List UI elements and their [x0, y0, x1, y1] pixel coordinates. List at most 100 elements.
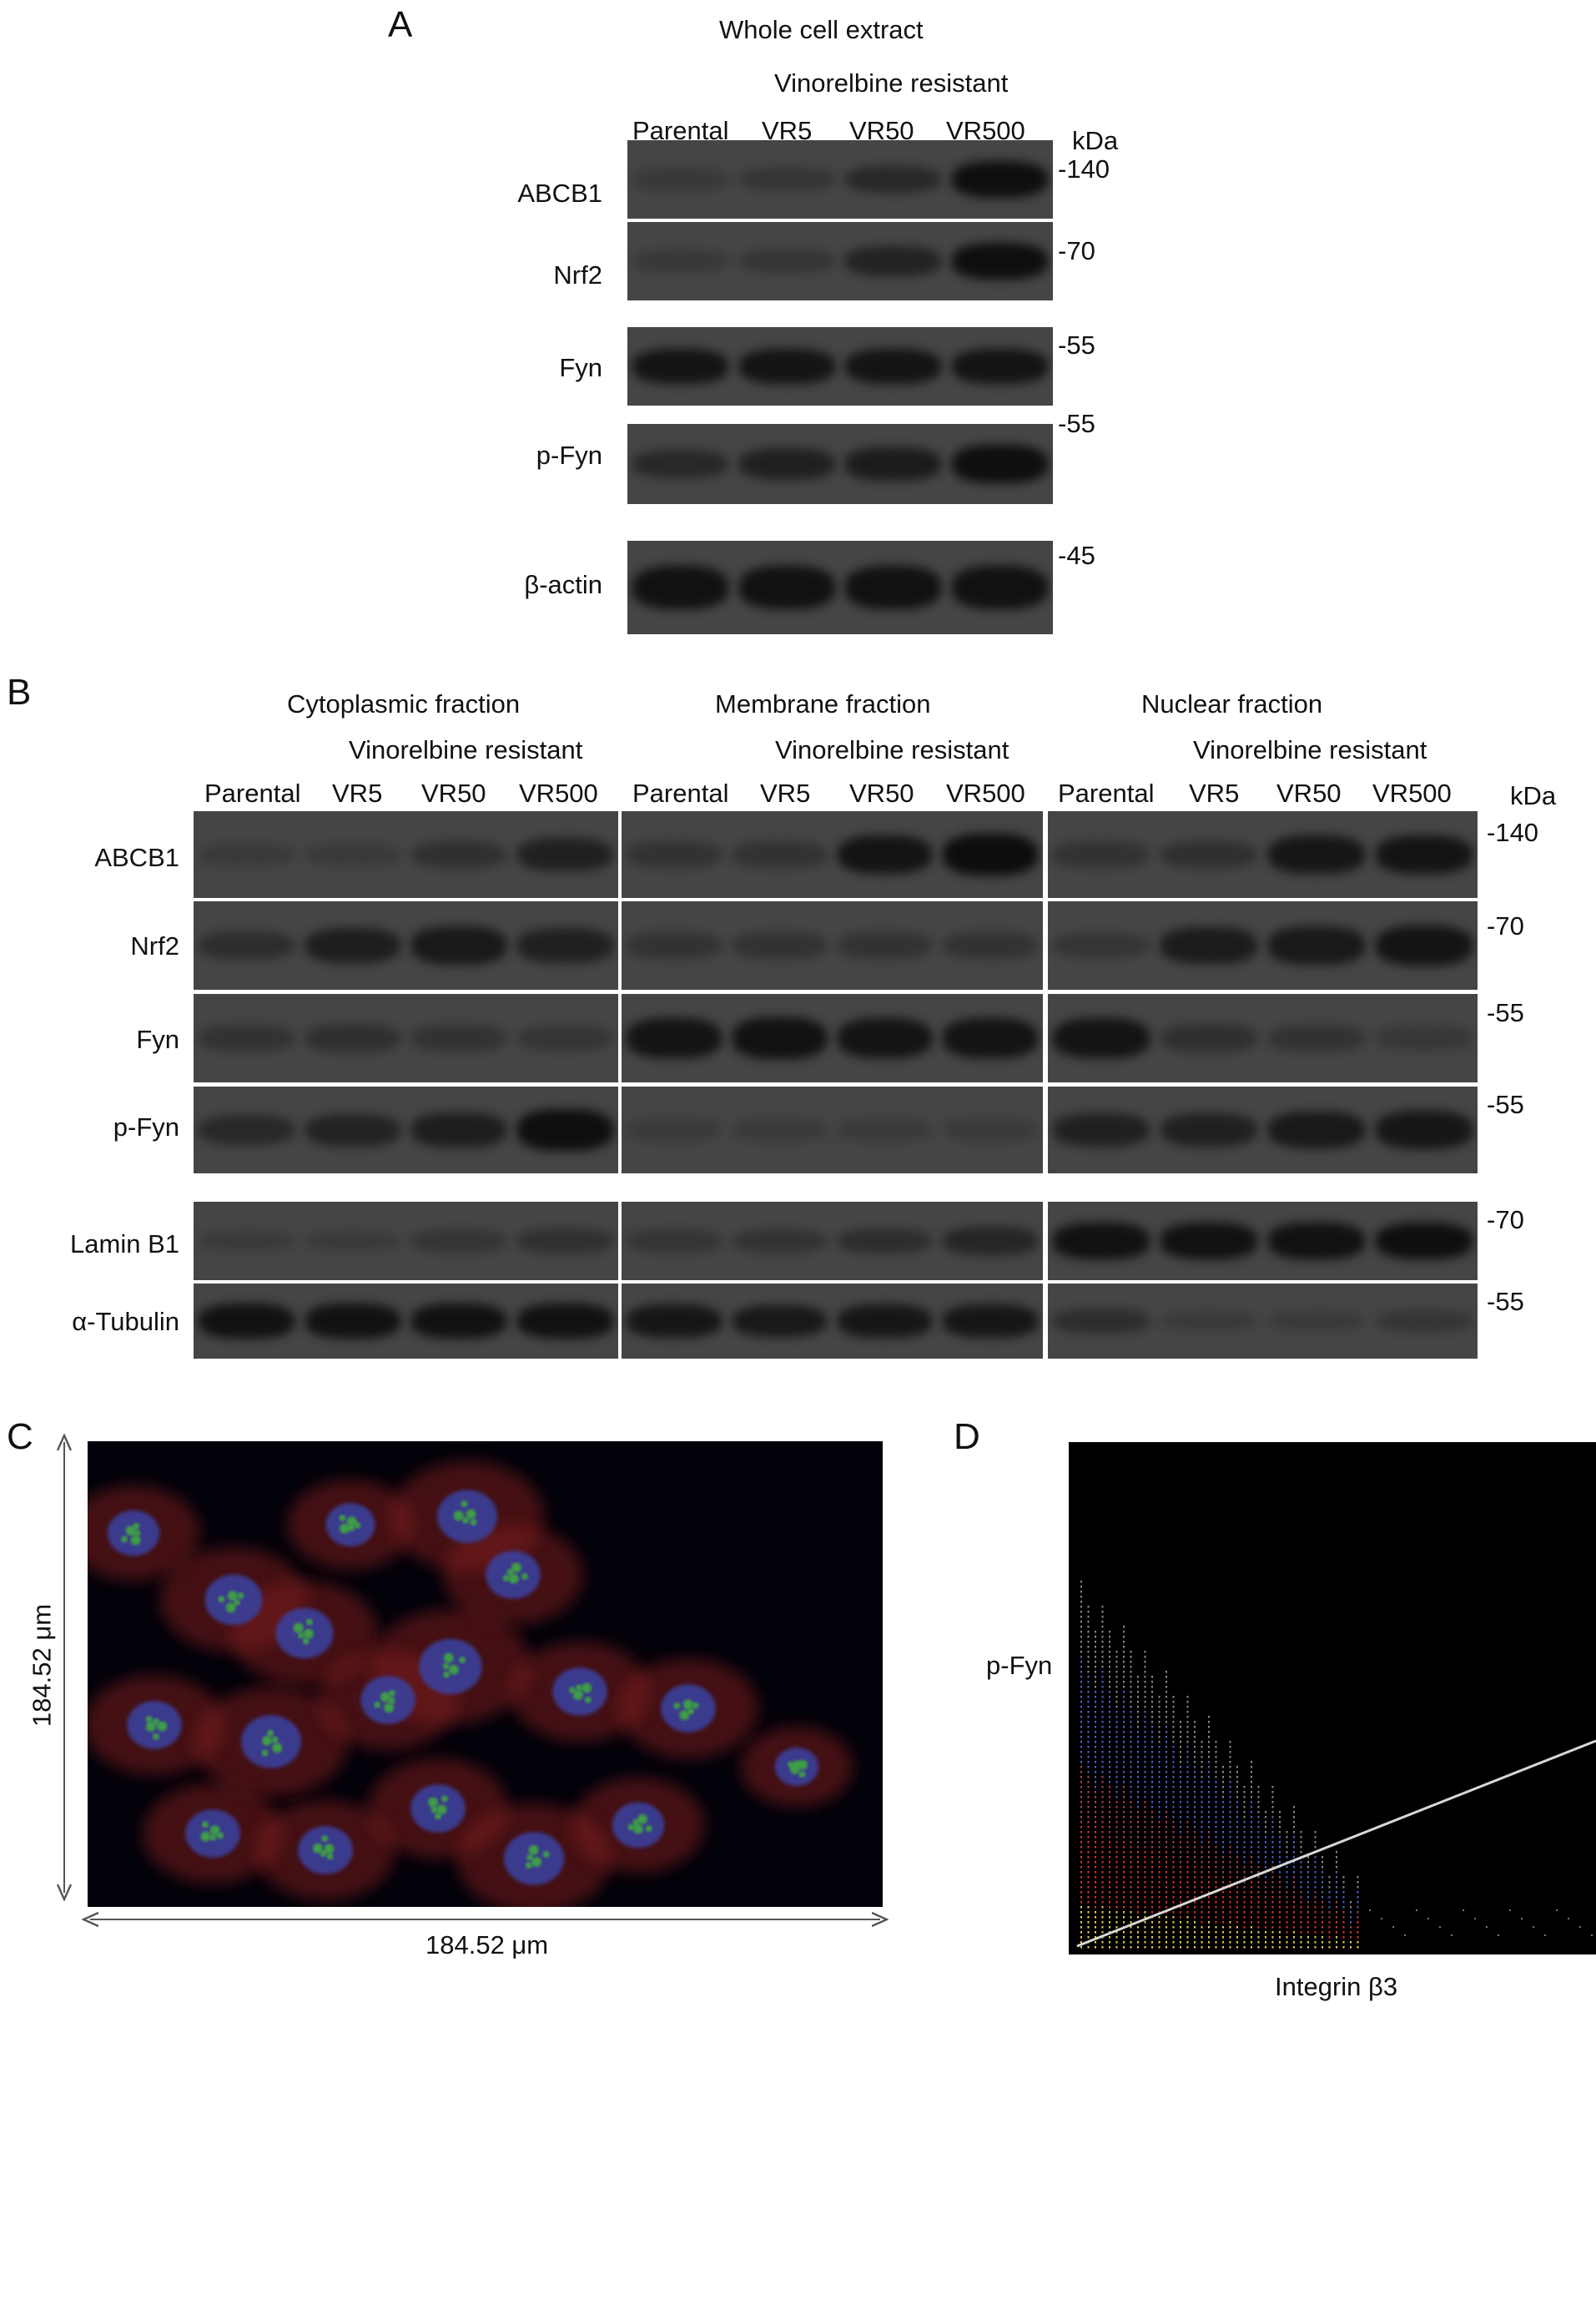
- scatter-point: [1186, 1711, 1189, 1713]
- scatter-point: [1109, 1781, 1110, 1783]
- scatter-point: [1109, 1946, 1110, 1949]
- panel-b-group-label: Vinorelbine resistant: [775, 735, 1009, 764]
- scatter-point: [1180, 1801, 1181, 1803]
- scatter-point: [1144, 1896, 1146, 1899]
- green-punctum: [461, 1500, 468, 1507]
- scatter-point: [1215, 1776, 1217, 1778]
- blot-band: [1160, 1112, 1258, 1147]
- scatter-point: [1172, 1751, 1175, 1753]
- scatter-point: [1314, 1846, 1317, 1849]
- scatter-point: [1186, 1881, 1189, 1884]
- blot-band: [199, 843, 295, 866]
- panel-b-strip-3-1: [194, 994, 618, 1082]
- scatter-point: [1186, 1741, 1189, 1743]
- scatter-point: [1236, 1911, 1238, 1914]
- scatter-point: [1101, 1781, 1104, 1783]
- scatter-point: [1172, 1841, 1175, 1843]
- scatter-point: [1087, 1701, 1090, 1703]
- scatter-point: [1229, 1786, 1231, 1788]
- scatter-point: [1087, 1626, 1090, 1628]
- scatter-point: [1166, 1921, 1167, 1924]
- scatter-point: [1251, 1901, 1252, 1904]
- scatter-point: [1115, 1896, 1118, 1899]
- scatter-point: [1257, 1901, 1260, 1904]
- panel-b-lane-label: VR500: [946, 779, 1025, 808]
- scatter-point: [1180, 1736, 1181, 1738]
- scatter-point: [1293, 1911, 1295, 1914]
- scatter-point: [1137, 1916, 1139, 1919]
- scatter-point: [1087, 1696, 1090, 1698]
- scatter-point: [1322, 1921, 1323, 1924]
- scatter-point: [1314, 1946, 1317, 1949]
- scatter-point: [1101, 1881, 1104, 1884]
- scatter-point: [1166, 1671, 1167, 1673]
- scatter-point: [1151, 1841, 1153, 1843]
- scatter-point: [1243, 1826, 1246, 1828]
- scatter-point: [1087, 1726, 1090, 1728]
- blot-band: [837, 1228, 933, 1254]
- scatter-point: [1101, 1756, 1104, 1758]
- scatter-point: [1166, 1806, 1167, 1808]
- scatter-point: [1243, 1786, 1246, 1788]
- scatter-point: [1322, 1856, 1323, 1859]
- blot-band: [1053, 1223, 1150, 1259]
- scatter-point: [1236, 1871, 1238, 1874]
- green-punctum: [321, 1835, 329, 1843]
- green-punctum: [209, 1825, 220, 1836]
- scatter-point: [1151, 1761, 1153, 1763]
- scatter-point: [1201, 1766, 1203, 1768]
- scatter-point: [1544, 1934, 1546, 1936]
- scatter-point: [1286, 1896, 1288, 1899]
- scatter-point: [1109, 1721, 1110, 1723]
- scatter-point: [1151, 1936, 1153, 1939]
- scatter-point: [1080, 1621, 1082, 1623]
- scatter-point: [1180, 1906, 1181, 1909]
- scatter-point: [1357, 1881, 1359, 1884]
- scatter-point: [1265, 1911, 1266, 1914]
- scatter-point: [1115, 1676, 1118, 1678]
- scatter-point: [1257, 1941, 1260, 1944]
- scatter-point: [1279, 1836, 1281, 1838]
- scatter-point: [1130, 1866, 1132, 1869]
- scatter-point: [1137, 1876, 1139, 1879]
- scatter-point: [1130, 1751, 1132, 1753]
- scatter-point: [1087, 1751, 1090, 1753]
- scatter-point: [1101, 1891, 1104, 1894]
- scatter-point: [1130, 1746, 1132, 1748]
- scatter-point: [1251, 1786, 1252, 1788]
- green-punctum: [502, 1575, 510, 1582]
- green-punctum: [442, 1662, 450, 1670]
- scatter-point: [1123, 1681, 1125, 1683]
- scatter-point: [1137, 1936, 1139, 1939]
- scatter-point: [1251, 1911, 1252, 1914]
- scatter-point: [1080, 1796, 1082, 1798]
- scatter-point: [1080, 1586, 1082, 1588]
- scatter-point: [1369, 1909, 1371, 1911]
- scatter-point: [1328, 1926, 1331, 1929]
- scatter-point: [1328, 1941, 1331, 1944]
- scatter-point: [1314, 1856, 1317, 1859]
- scatter-point: [1151, 1816, 1153, 1818]
- scatter-point: [1215, 1931, 1217, 1934]
- scatter-point: [1293, 1831, 1295, 1833]
- green-punctum: [441, 1795, 448, 1803]
- scatter-point: [1095, 1836, 1096, 1838]
- scatter-point: [1257, 1801, 1260, 1803]
- scatter-point: [1194, 1931, 1196, 1934]
- scatter-point: [1194, 1771, 1196, 1773]
- scatter-point: [1215, 1756, 1217, 1758]
- scatter-point: [1115, 1751, 1118, 1753]
- scatter-point: [1166, 1756, 1167, 1758]
- scatter-point: [1080, 1876, 1082, 1879]
- scatter-point: [1194, 1876, 1196, 1879]
- blot-band: [199, 1025, 295, 1052]
- scatter-point: [1123, 1871, 1125, 1874]
- scatter-point: [1109, 1761, 1110, 1763]
- scatter-point: [1166, 1926, 1167, 1929]
- scatter-point: [1137, 1946, 1139, 1949]
- scatter-point: [1265, 1811, 1266, 1813]
- scatter-point: [1172, 1776, 1175, 1778]
- scatter-point: [1144, 1666, 1146, 1668]
- scatter-point: [1180, 1941, 1181, 1944]
- scatter-point: [1328, 1876, 1331, 1879]
